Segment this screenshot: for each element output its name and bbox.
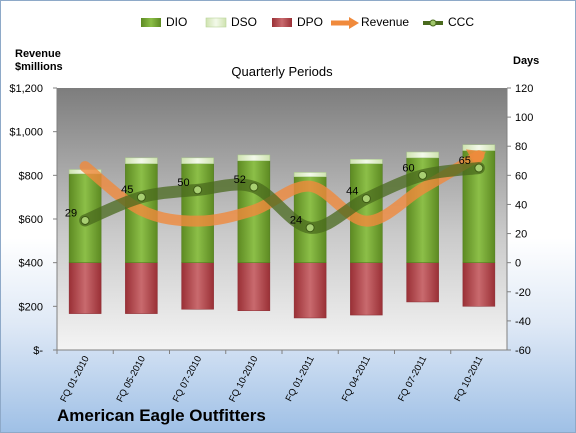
legend-label-dpo: DPO: [297, 15, 323, 29]
bar-dso: [350, 159, 383, 164]
right-tick-label: -20: [515, 287, 531, 299]
chart-title: Quarterly Periods: [231, 64, 333, 79]
plot-area: [57, 88, 507, 350]
legend: DIO DSO DPO Revenue CCC: [141, 15, 474, 29]
right-tick-label: 60: [515, 170, 527, 182]
right-tick-label: -60: [515, 345, 531, 357]
left-tick-label: $800: [19, 170, 43, 182]
ccc-point: [193, 185, 203, 195]
bar-dio: [181, 163, 214, 263]
bar-dpo: [462, 262, 496, 307]
ccc-point: [474, 163, 484, 173]
left-tick-label: $1,200: [9, 83, 43, 95]
company-label: American Eagle Outfitters: [57, 406, 266, 425]
category-tick-label: FQ 04-2011: [340, 354, 373, 403]
ccc-data-label: 44: [346, 186, 358, 198]
right-tick-label: 20: [515, 229, 527, 241]
legend-item-ccc: CCC: [423, 15, 474, 29]
legend-item-dio: DIO: [141, 15, 187, 29]
right-tick-label: 120: [515, 83, 533, 95]
bar-dso: [181, 157, 214, 164]
ccc-data-label: 50: [177, 177, 189, 189]
legend-label-revenue: Revenue: [361, 15, 409, 29]
ccc-data-label: 24: [290, 215, 302, 227]
bar-dso: [293, 172, 327, 178]
series-line-ccc: [79, 162, 485, 234]
bar-dso: [125, 157, 158, 164]
series-line-revenue: [79, 150, 485, 227]
bar-dpo: [125, 262, 158, 314]
ccc-data-label: 52: [234, 174, 246, 186]
ccc-data-label: 45: [121, 184, 133, 196]
legend-marker-ccc: [429, 19, 437, 27]
legend-swatch-dso: [205, 17, 227, 28]
revenue-arrowhead: [465, 149, 486, 171]
category-tick-label: FQ 05-2010: [115, 354, 149, 404]
ccc-point: [361, 194, 371, 204]
ccc-point: [249, 182, 259, 192]
legend-item-revenue: Revenue: [331, 15, 409, 29]
right-tick-label: 40: [515, 199, 527, 211]
category-tick-label: FQ 07-2010: [171, 354, 205, 404]
legend-label-dio: DIO: [166, 15, 187, 29]
legend-arrow-revenue: [349, 17, 359, 29]
legend-item-dpo: DPO: [272, 15, 323, 29]
category-tick-label: FQ 01-2011: [284, 354, 317, 403]
category-tick-label: FQ 10-2010: [227, 354, 261, 404]
legend-item-dso: DSO: [205, 15, 257, 29]
legend-label-dso: DSO: [231, 15, 257, 29]
ccc-data-label: 65: [459, 155, 471, 167]
ccc-data-label: 60: [402, 162, 414, 174]
category-tick-label: FQ 07-2011: [396, 354, 429, 403]
lines-layer: 29 45 50 52 24 44 60 65: [65, 149, 486, 234]
legend-swatch-dio: [141, 18, 161, 27]
bar-dpo: [350, 262, 383, 316]
right-tick-label: 100: [515, 112, 533, 124]
ccc-point: [418, 170, 428, 180]
left-tick-label: $-: [33, 345, 43, 357]
legend-label-ccc: CCC: [448, 15, 474, 29]
right-tick-label: 0: [515, 258, 521, 270]
bar-dpo: [68, 262, 102, 314]
category-tick-label: FQ 01-2010: [58, 354, 92, 404]
left-axis-title-line2: $millions: [15, 61, 63, 73]
bar-dpo: [293, 262, 327, 319]
ccc-point: [136, 192, 146, 202]
left-tick-label: $600: [19, 214, 43, 226]
bar-dso: [406, 151, 439, 159]
left-axis-title-line1: Revenue: [15, 48, 61, 60]
left-tick-label: $1,000: [9, 127, 43, 139]
bar-dpo: [406, 262, 439, 303]
category-tick-label: FQ 10-2011: [452, 354, 485, 403]
left-tick-label: $200: [19, 301, 43, 313]
right-tick-label: 80: [515, 141, 527, 153]
right-axis-title: Days: [513, 55, 539, 67]
bar-dpo: [181, 262, 214, 310]
ccc-point: [305, 223, 315, 233]
bar-dso: [237, 154, 271, 162]
bar-dpo: [237, 262, 271, 311]
right-tick-label: -40: [515, 316, 531, 328]
legend-swatch-dpo: [272, 18, 292, 27]
ccc-data-label: 29: [65, 207, 77, 219]
ccc-point: [80, 215, 90, 225]
left-tick-label: $400: [19, 258, 43, 270]
